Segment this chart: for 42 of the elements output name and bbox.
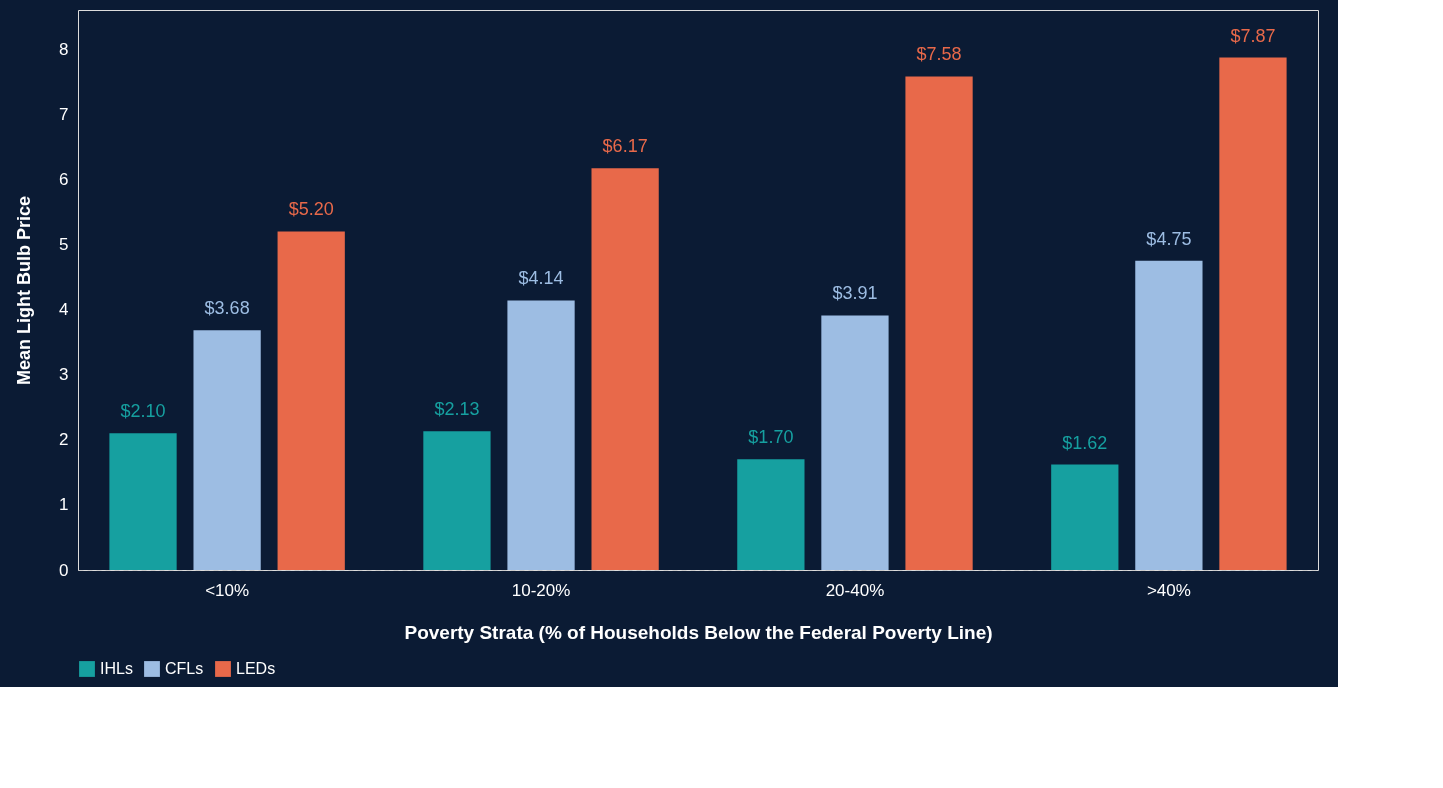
data-label: $7.87 xyxy=(1230,25,1276,46)
bar xyxy=(1135,260,1203,570)
bar xyxy=(591,168,659,570)
y-tick-label: 6 xyxy=(59,169,69,189)
y-tick-label: 5 xyxy=(59,234,69,254)
y-tick-label: 4 xyxy=(59,300,69,320)
data-label: $2.10 xyxy=(120,401,166,422)
data-label: $5.20 xyxy=(288,199,334,220)
bar xyxy=(193,330,261,570)
data-label: $3.68 xyxy=(204,298,250,319)
x-axis-title: Poverty Strata (% of Households Below the Federal Poverty Line) xyxy=(404,621,993,643)
y-tick-label: 2 xyxy=(59,430,69,450)
y-axis-title: Mean Light Bulb Price xyxy=(14,195,35,386)
y-tick-label: 0 xyxy=(59,560,69,580)
y-tick-label: 1 xyxy=(59,495,69,515)
y-tick-label: 3 xyxy=(59,365,69,385)
x-tick-label: >40% xyxy=(1146,580,1191,600)
bar xyxy=(109,433,177,570)
data-label: $3.91 xyxy=(832,283,878,304)
x-tick-label: <10% xyxy=(205,580,250,600)
bar xyxy=(1219,57,1287,570)
y-tick-label: 7 xyxy=(59,104,69,124)
bar xyxy=(737,459,805,570)
data-label: $1.62 xyxy=(1062,432,1108,453)
bar xyxy=(423,431,491,570)
bar xyxy=(507,300,575,570)
data-label: $7.58 xyxy=(916,44,962,65)
data-label: $4.75 xyxy=(1146,228,1192,249)
bar xyxy=(277,231,345,570)
y-tick-label: 8 xyxy=(59,39,69,59)
bar xyxy=(905,76,973,570)
x-tick-label: 10-20% xyxy=(511,580,571,600)
data-label: $1.70 xyxy=(748,427,794,448)
legend-label: CFLs xyxy=(165,660,204,677)
legend-label: LEDs xyxy=(236,660,276,677)
x-tick-label: 20-40% xyxy=(825,580,885,600)
legend-label: IHLs xyxy=(100,660,133,677)
bar xyxy=(1051,464,1119,570)
bar xyxy=(821,315,889,570)
data-label: $6.17 xyxy=(602,136,648,157)
data-label: $4.14 xyxy=(518,268,564,289)
data-label: $2.13 xyxy=(434,399,480,420)
